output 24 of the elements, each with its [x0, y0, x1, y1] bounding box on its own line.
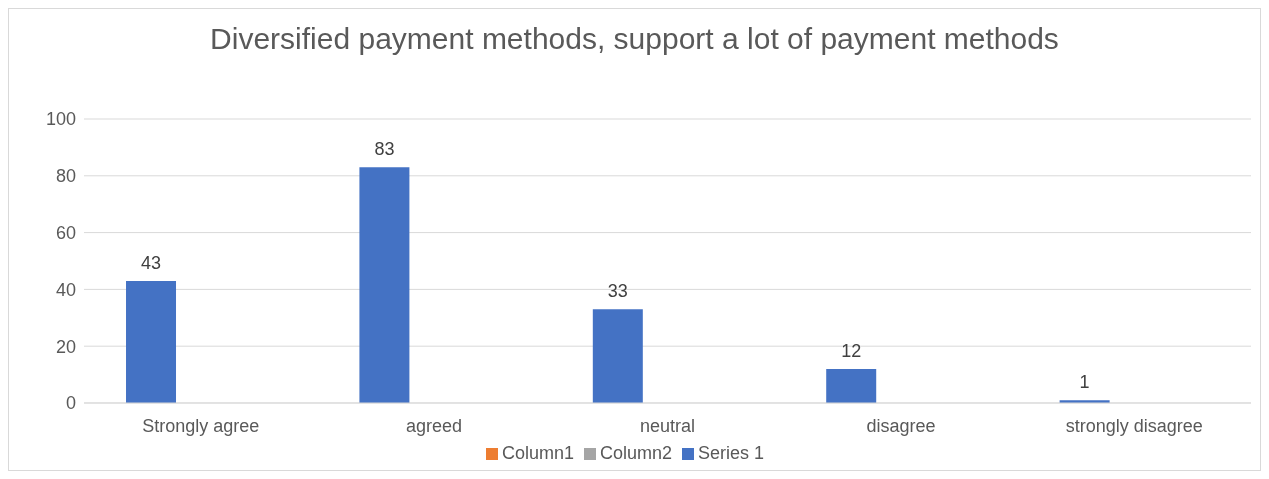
x-tick-label: Strongly agree: [142, 415, 260, 436]
bar: [126, 280, 177, 403]
data-label: 1: [1079, 372, 1090, 393]
y-tick-label: 40: [55, 279, 76, 300]
x-tick-label: disagree: [866, 415, 936, 436]
y-tick-label: 60: [55, 222, 76, 243]
legend-label: Series 1: [698, 443, 765, 463]
bar: [826, 368, 877, 403]
x-tick-label: strongly disagree: [1065, 415, 1203, 436]
y-tick-label: 100: [45, 109, 76, 130]
data-label: 43: [141, 252, 162, 273]
data-label: 12: [841, 340, 862, 361]
y-tick-label: 80: [55, 166, 76, 187]
data-label: 83: [374, 139, 395, 160]
x-tick-label: neutral: [639, 415, 696, 436]
y-tick-label: 20: [55, 336, 76, 357]
chart-title: Diversified payment methods, support a lot of payment methods: [209, 21, 1060, 57]
data-label: 33: [607, 281, 628, 302]
bar: [592, 309, 643, 403]
bar: [359, 167, 410, 403]
legend-label: Column1: [501, 443, 574, 463]
legend-label: Column2: [599, 443, 673, 463]
y-tick-label: 0: [65, 393, 76, 414]
x-tick-label: agreed: [406, 415, 463, 436]
